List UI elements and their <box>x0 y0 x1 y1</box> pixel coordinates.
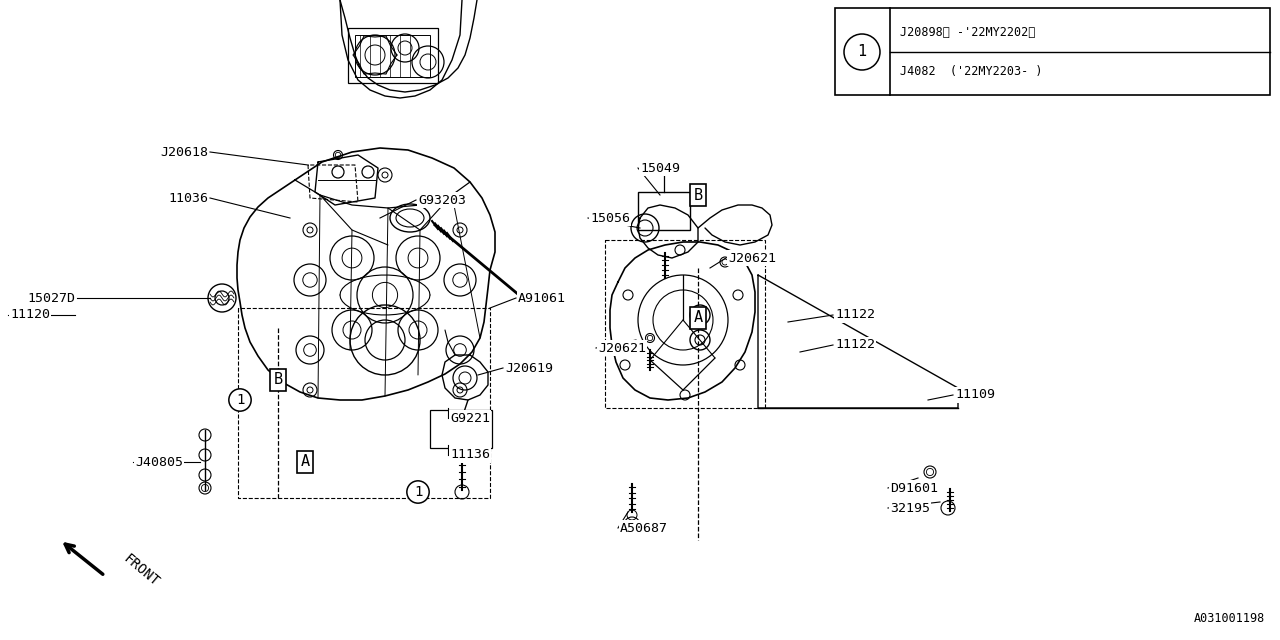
Text: 15027D: 15027D <box>27 291 76 305</box>
Text: FRONT: FRONT <box>120 551 161 589</box>
Text: A: A <box>301 454 310 470</box>
Text: 11122: 11122 <box>835 308 876 321</box>
Text: J4082  ('22MY2203- ): J4082 ('22MY2203- ) <box>900 65 1042 79</box>
Text: J20621: J20621 <box>598 342 646 355</box>
Text: J40805: J40805 <box>134 456 183 468</box>
Bar <box>605 240 765 408</box>
Text: 11122: 11122 <box>835 339 876 351</box>
Text: J20618: J20618 <box>160 145 207 159</box>
Bar <box>637 192 690 230</box>
Text: J20621: J20621 <box>728 252 776 264</box>
Text: 1: 1 <box>858 45 867 60</box>
Text: 11036: 11036 <box>168 191 207 205</box>
Text: J20898＜ -'22MY2202＞: J20898＜ -'22MY2202＞ <box>900 26 1036 38</box>
Text: A50687: A50687 <box>620 522 668 534</box>
Text: G9221: G9221 <box>451 412 490 424</box>
Bar <box>430 410 492 448</box>
Text: B: B <box>274 372 283 387</box>
Text: G93203: G93203 <box>419 193 466 207</box>
Text: 15056: 15056 <box>590 211 630 225</box>
Text: 11120: 11120 <box>10 308 50 321</box>
Bar <box>355 35 430 77</box>
Text: 11136: 11136 <box>451 449 490 461</box>
Bar <box>348 28 438 83</box>
Text: 32195: 32195 <box>890 502 931 515</box>
Text: B: B <box>694 188 703 202</box>
Text: 1: 1 <box>413 485 422 499</box>
Text: A031001198: A031001198 <box>1194 612 1265 625</box>
Text: 1: 1 <box>236 393 244 407</box>
Text: 15049: 15049 <box>640 161 680 175</box>
Text: J20619: J20619 <box>506 362 553 374</box>
Bar <box>835 8 1270 95</box>
Text: A91061: A91061 <box>518 291 566 305</box>
Text: A: A <box>694 310 703 326</box>
Text: 11109: 11109 <box>955 388 995 401</box>
Text: D91601: D91601 <box>890 481 938 495</box>
